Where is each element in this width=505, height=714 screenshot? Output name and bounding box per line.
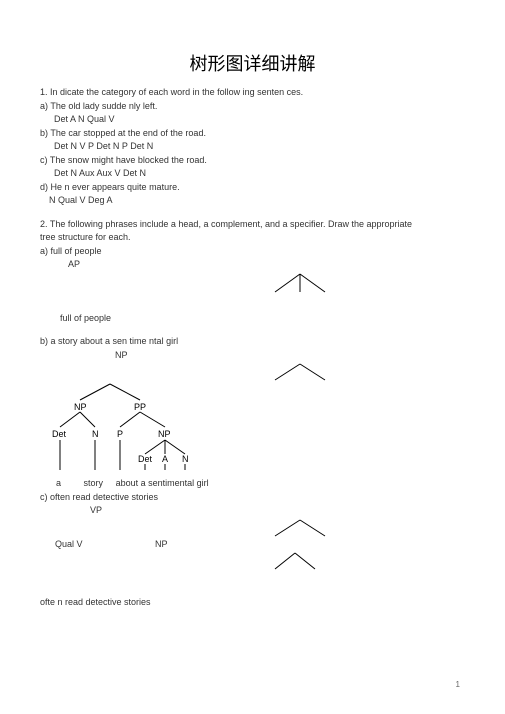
page-number: 1	[456, 680, 460, 689]
tree-c1-svg	[40, 518, 460, 538]
tree-b-np3: NP	[158, 429, 171, 439]
q1-d: d) He n ever appears quite mature.	[40, 181, 465, 195]
tree-b-det: Det	[52, 429, 67, 439]
tree-b-a: A	[162, 454, 168, 464]
q1-a-ans: Det A N Qual V	[54, 113, 465, 127]
q1-b: b) The car stopped at the end of the roa…	[40, 127, 465, 141]
tree-b-p: P	[117, 429, 123, 439]
q2-b: b) a story about a sen time ntal girl	[40, 335, 465, 349]
q2-a-lbl: AP	[68, 258, 465, 272]
q1-a: a) The old lady sudde nly left.	[40, 100, 465, 114]
q2-c: c) often read detective stories	[40, 491, 465, 505]
document-page: 树形图详细讲解 1. In dicate the category of eac…	[0, 0, 505, 630]
tree-b-pp: PP	[134, 402, 146, 412]
q2-prompt2: tree structure for each.	[40, 231, 465, 245]
q1-prompt: 1. In dicate the category of each word i…	[40, 86, 465, 100]
q2-prompt: 2. The following phrases include a head,…	[40, 218, 465, 232]
tree-b-n2: N	[182, 454, 189, 464]
q2-a-txt: full of people	[60, 312, 465, 326]
tree-b-np2: NP	[74, 402, 87, 412]
tree-b-n: N	[92, 429, 99, 439]
q1-d-ans: N Qual V Deg A	[49, 194, 465, 208]
q2-c-row: Qual V NP	[40, 538, 465, 552]
q1-b-ans: Det N V P Det N P Det N	[54, 140, 465, 154]
page-title: 树形图详细讲解	[40, 50, 465, 76]
tree-a-svg	[40, 272, 460, 297]
tree-b2-svg: NP PP Det N P NP Det A N	[40, 382, 240, 472]
q2-a: a) full of people	[40, 245, 465, 259]
q1-c: c) The snow might have blocked the road.	[40, 154, 465, 168]
q1-c-ans: Det N Aux Aux V Det N	[54, 167, 465, 181]
tree-b-det2: Det	[138, 454, 153, 464]
tree-b1-svg	[40, 362, 460, 382]
q2-b-txt: a story about a sentimental girl	[40, 477, 465, 491]
q2-b-np: NP	[115, 349, 465, 363]
q2-c-txt: ofte n read detective stories	[40, 596, 465, 610]
q2-c-vp: VP	[90, 504, 465, 518]
tree-c2-svg	[40, 551, 460, 571]
